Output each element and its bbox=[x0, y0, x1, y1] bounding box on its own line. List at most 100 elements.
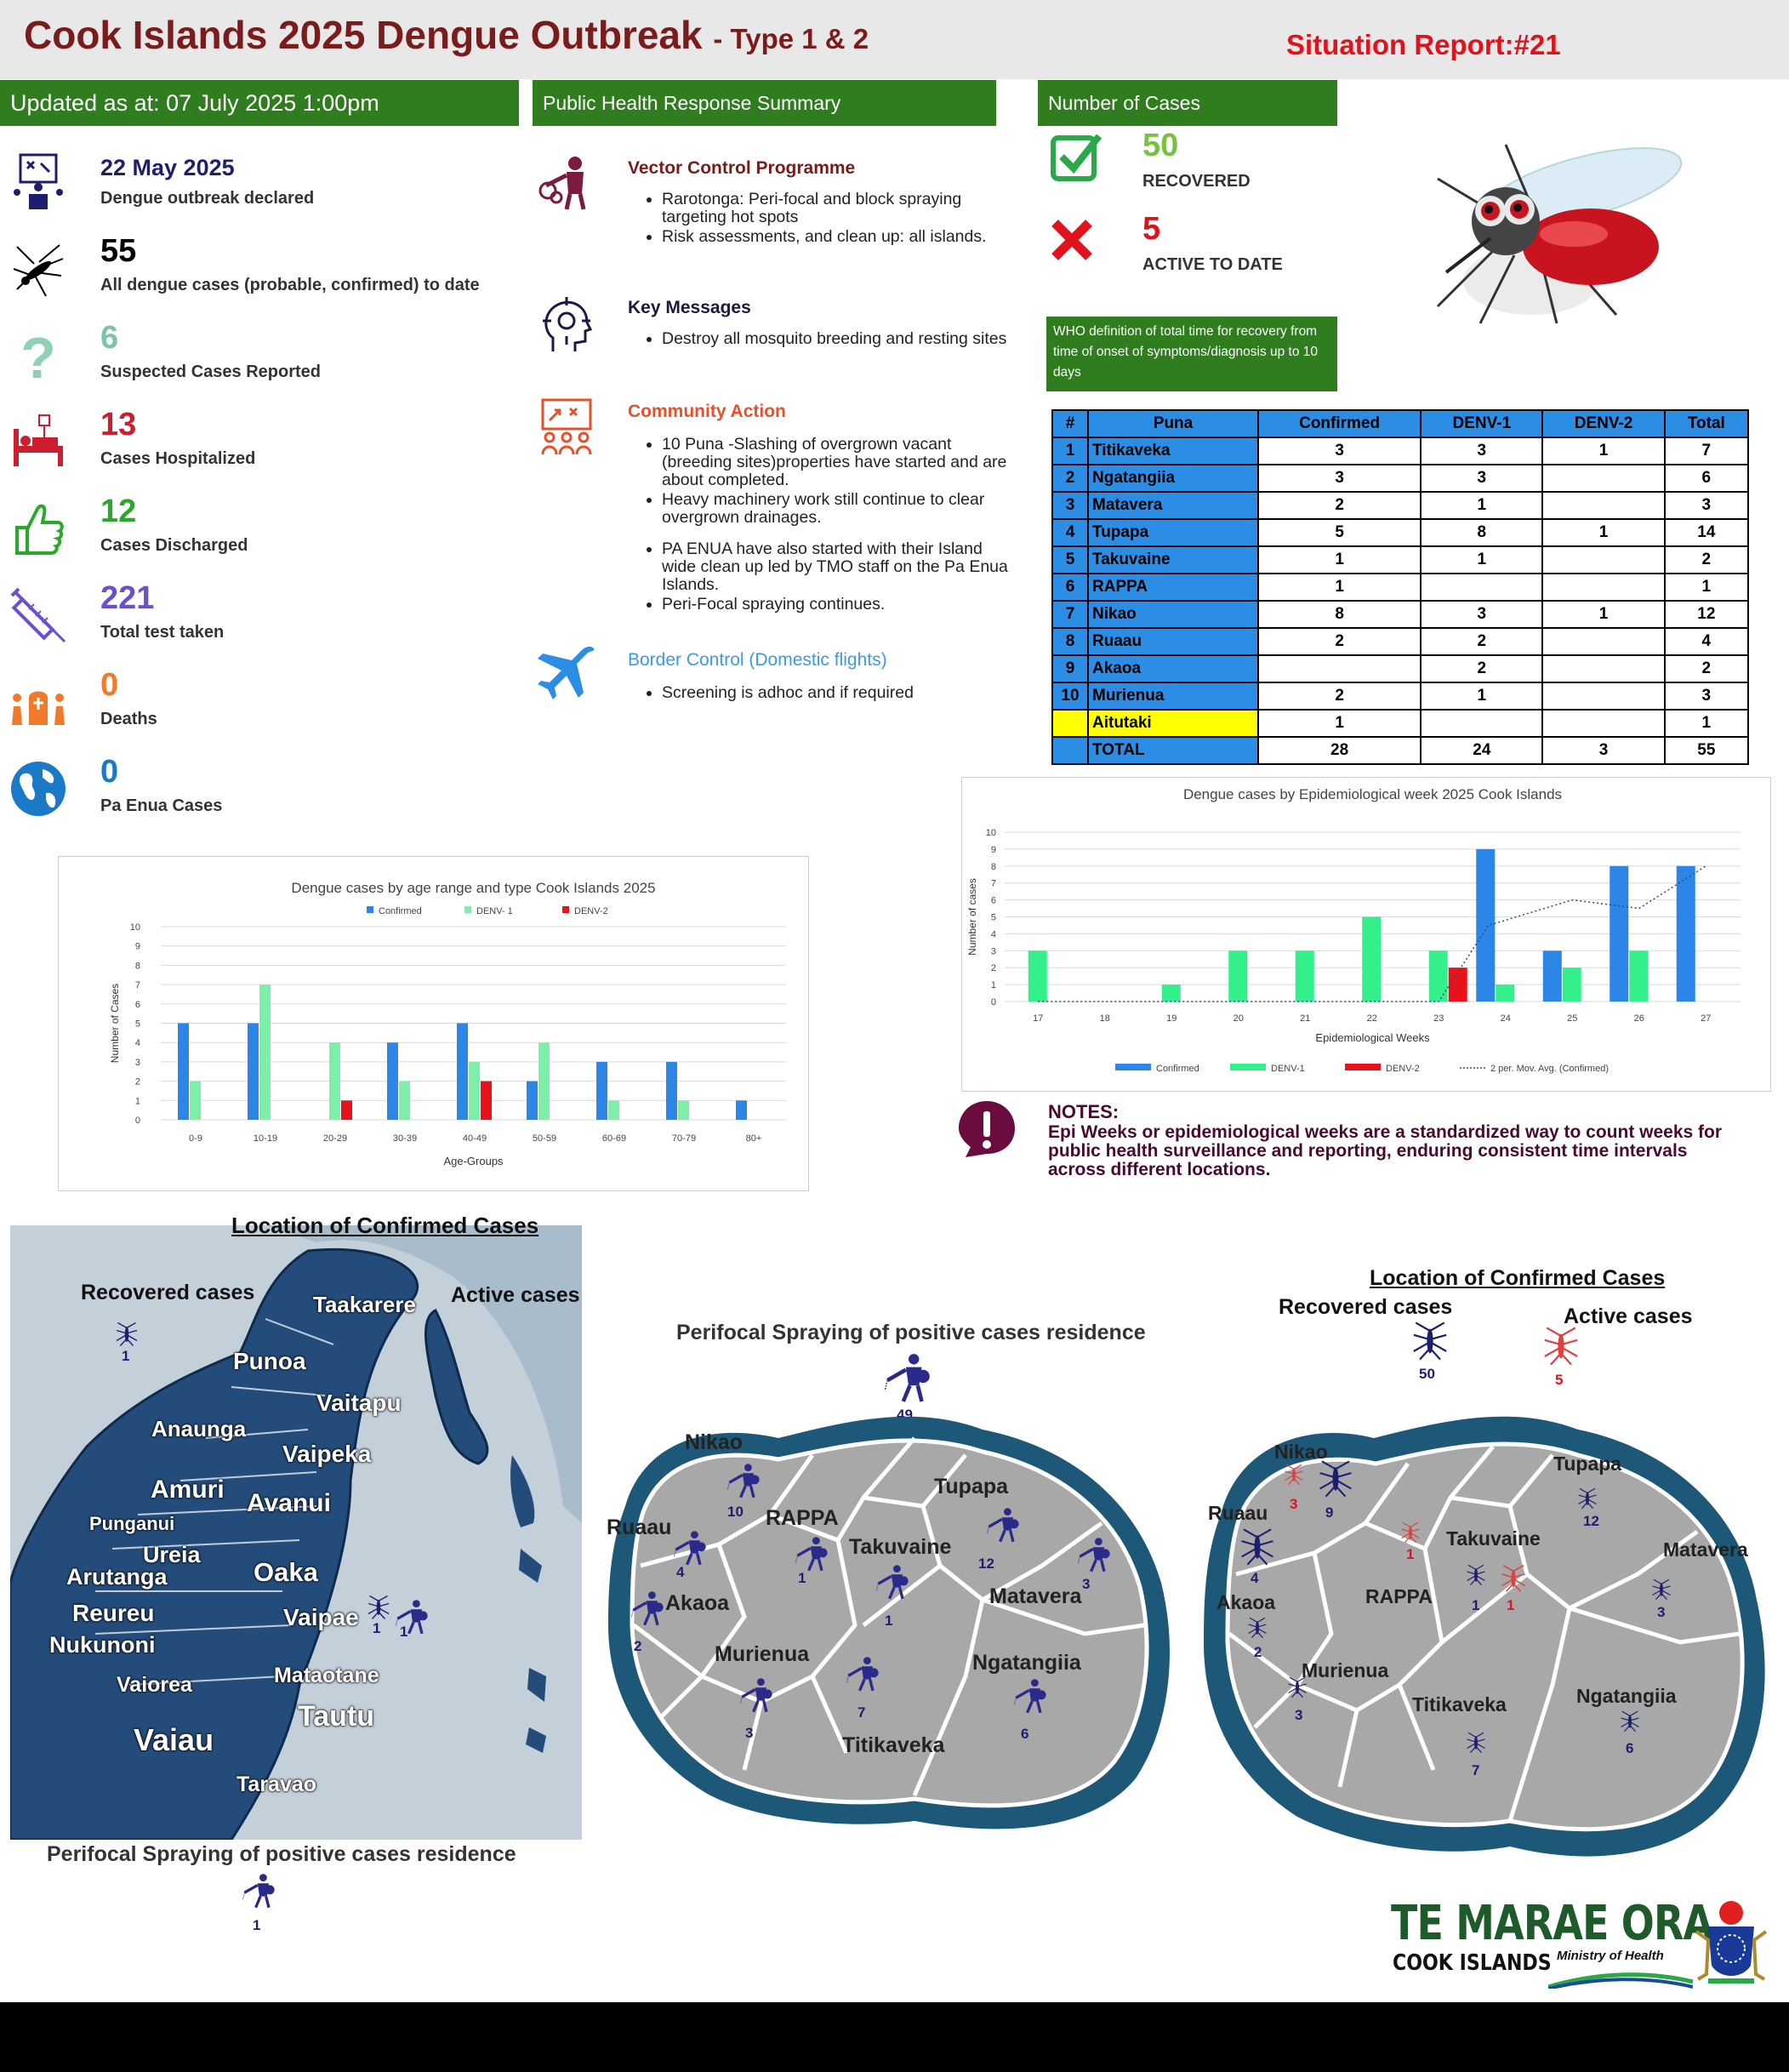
table-header-cell: Total bbox=[1663, 409, 1750, 438]
table-cell bbox=[1051, 709, 1089, 738]
village-label: Punganui bbox=[89, 1513, 175, 1534]
legend-label: DENV-2 bbox=[574, 906, 608, 916]
chart-title: Dengue cases by Epidemiological week 202… bbox=[1183, 786, 1562, 802]
aitutaki-sprayer-icon bbox=[241, 1872, 278, 1914]
legend-swatch bbox=[1115, 1064, 1151, 1070]
area-label: Nikao bbox=[1274, 1441, 1328, 1463]
table-cell: Titikaveka bbox=[1087, 437, 1259, 465]
recovered-count: 2 bbox=[1254, 1644, 1262, 1660]
moving-average-line bbox=[1038, 865, 1706, 1002]
village-label: Oaka bbox=[254, 1557, 318, 1587]
bar bbox=[457, 1023, 468, 1120]
sprayer-icon bbox=[1012, 1677, 1050, 1719]
header-bar bbox=[0, 0, 1789, 79]
bar bbox=[399, 1081, 410, 1120]
area-count: 2 bbox=[634, 1638, 642, 1654]
bar bbox=[527, 1081, 538, 1120]
area-label: Ruaau bbox=[1208, 1502, 1268, 1524]
y-tick-label: 6 bbox=[991, 896, 996, 906]
table-cell: 1 bbox=[1256, 573, 1422, 602]
bar bbox=[1295, 950, 1314, 1002]
legend-label: DENV- 1 bbox=[476, 906, 513, 916]
x-tick-label: 23 bbox=[1433, 1013, 1444, 1024]
table-row: 2 Ngatangiia 3 3 6 bbox=[1051, 464, 1750, 493]
aitutaki-recovered-count: 1 bbox=[122, 1348, 130, 1364]
y-tick-label: 4 bbox=[991, 929, 996, 939]
area-label: Akaoa bbox=[1216, 1591, 1276, 1613]
table-header-cell: DENV-1 bbox=[1420, 409, 1544, 438]
thumbs-up-icon bbox=[15, 504, 64, 555]
bar bbox=[1161, 985, 1181, 1002]
table-cell: Aitutaki bbox=[1087, 709, 1259, 738]
table-header-cell: DENV-2 bbox=[1541, 409, 1666, 438]
area-label: Nikao bbox=[685, 1430, 744, 1454]
vector-list: Rarotonga: Peri-focal and block spraying… bbox=[628, 191, 1019, 248]
x-tick-label: 22 bbox=[1367, 1013, 1377, 1024]
page-subtitle: - Type 1 & 2 bbox=[713, 23, 869, 54]
table-cell: 1 bbox=[1420, 491, 1544, 520]
area-label: Takuvaine bbox=[1446, 1527, 1541, 1550]
table-cell: 7 bbox=[1663, 437, 1750, 465]
bullet-item: Destroy all mosquito breeding and restin… bbox=[662, 330, 1019, 348]
key-messages-list: Destroy all mosquito breeding and restin… bbox=[628, 330, 1019, 350]
podium-icon bbox=[14, 153, 63, 209]
village-label: Vaiau bbox=[134, 1722, 214, 1757]
sprayer-icon bbox=[845, 1655, 882, 1697]
table-cell: 3 bbox=[1541, 736, 1666, 765]
y-tick-label: 8 bbox=[135, 961, 140, 971]
table-row: 6 RAPPA 1 1 bbox=[1051, 573, 1750, 602]
question-icon: ? bbox=[20, 326, 56, 385]
legend-label: DENV-2 bbox=[1386, 1064, 1420, 1074]
legend-label: 2 per. Mov. Avg. (Confirmed) bbox=[1490, 1064, 1609, 1074]
stat-value: 22 May 2025 bbox=[100, 155, 235, 180]
updated-bar: Updated as at: 07 July 2025 1:00pm bbox=[0, 80, 519, 126]
recovered-count: 3 bbox=[1295, 1707, 1303, 1723]
globe-icon bbox=[11, 762, 66, 816]
bar bbox=[248, 1023, 259, 1120]
table-cell: 1 bbox=[1541, 518, 1666, 547]
area-count: 1 bbox=[798, 1570, 806, 1586]
area-label: RAPPA bbox=[1365, 1585, 1433, 1607]
table-cell: Matavera bbox=[1087, 491, 1259, 520]
table-row: 4 Tupapa 5 8 1 14 bbox=[1051, 518, 1750, 547]
bar bbox=[190, 1081, 201, 1120]
table-header-cell: # bbox=[1051, 409, 1089, 438]
recovered-mosquito-icon bbox=[1316, 1459, 1355, 1503]
active-count: 1 bbox=[1406, 1546, 1415, 1562]
recovered-mosquito-icon bbox=[1246, 1617, 1268, 1643]
table-cell: 1 bbox=[1051, 437, 1089, 465]
bullet-item: Heavy machinery work still continue to c… bbox=[662, 491, 1019, 527]
y-tick-label: 0 bbox=[991, 997, 996, 1007]
x-axis-label: Epidemiological Weeks bbox=[1315, 1031, 1430, 1044]
x-tick-label: 21 bbox=[1300, 1013, 1310, 1024]
rarotonga-active-total: 5 bbox=[1555, 1372, 1564, 1388]
village-label: Mataotane bbox=[274, 1664, 379, 1687]
table-cell: 3 bbox=[1420, 600, 1544, 629]
stat-label: Cases Hospitalized bbox=[100, 449, 256, 468]
bar bbox=[1028, 950, 1047, 1002]
table-cell: 4 bbox=[1051, 518, 1089, 547]
table-cell: Murienua bbox=[1087, 682, 1259, 711]
village-label: Vaipae bbox=[283, 1604, 359, 1630]
table-cell: 8 bbox=[1051, 627, 1089, 656]
table-cell bbox=[1420, 573, 1544, 602]
x-tick-label: 50-59 bbox=[533, 1133, 556, 1144]
aitutaki-recovered-mosquito-icon bbox=[114, 1321, 140, 1351]
x-axis-label: Age-Groups bbox=[443, 1155, 504, 1167]
y-tick-label: 7 bbox=[135, 980, 140, 990]
bullet-item: Peri-Focal spraying continues. bbox=[662, 596, 1019, 614]
table-cell: 10 bbox=[1051, 682, 1089, 711]
table-cell: 1 bbox=[1541, 437, 1666, 465]
y-tick-label: 1 bbox=[135, 1096, 140, 1106]
table-cell: RAPPA bbox=[1087, 573, 1259, 602]
table-cell bbox=[1051, 736, 1089, 765]
table-cell: 3 bbox=[1663, 682, 1750, 711]
active-count: 3 bbox=[1290, 1496, 1298, 1512]
village-label: Amuri bbox=[151, 1476, 225, 1504]
table-cell: 1 bbox=[1420, 545, 1544, 574]
x-tick-label: 18 bbox=[1100, 1013, 1110, 1024]
border-title: Border Control (Domestic flights) bbox=[628, 650, 887, 670]
spraying-map-title: Perifocal Spraying of positive cases res… bbox=[676, 1321, 1146, 1344]
table-cell: 3 bbox=[1256, 464, 1422, 493]
recovered-count: 9 bbox=[1325, 1504, 1334, 1521]
